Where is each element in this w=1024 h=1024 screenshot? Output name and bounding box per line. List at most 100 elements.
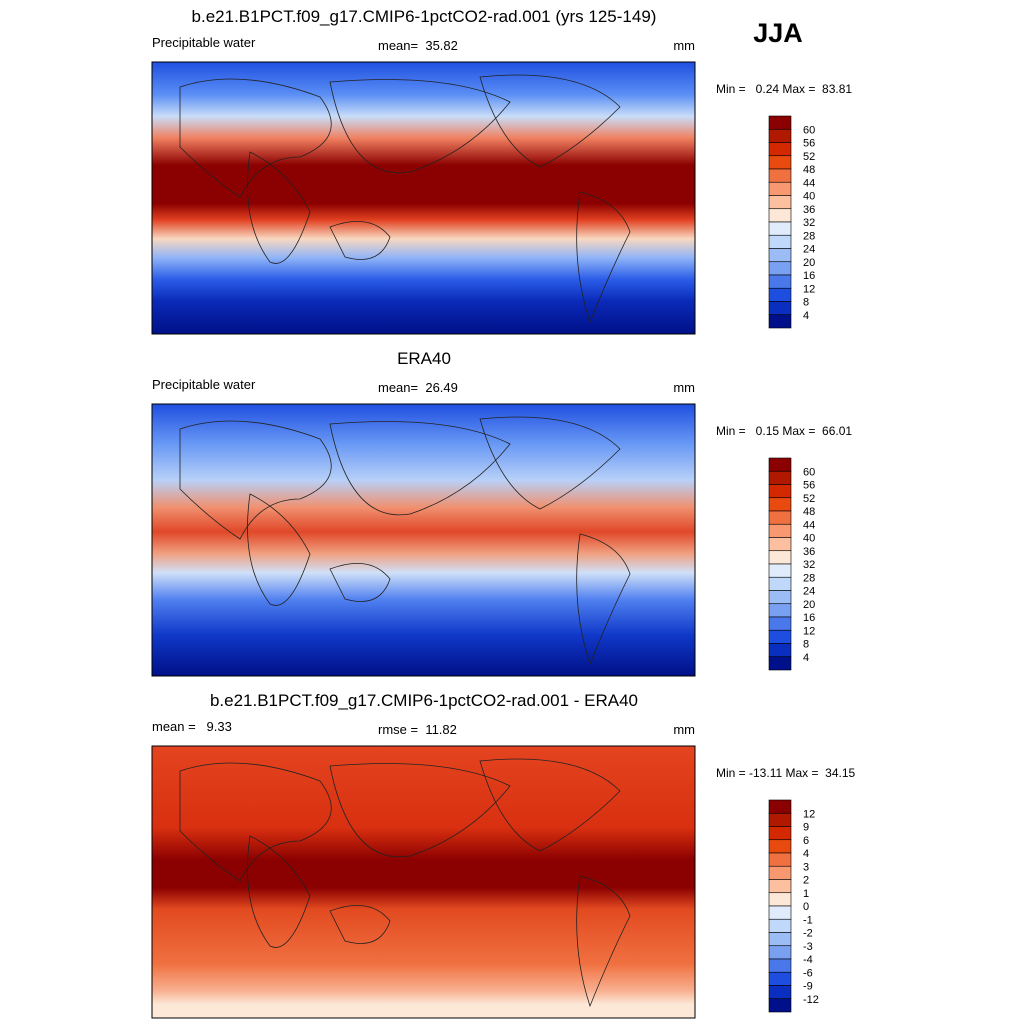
panel-stats: Min = 0.15 Max = 66.01 bbox=[716, 424, 852, 438]
colorbar-box bbox=[768, 958, 792, 973]
colorbar-box bbox=[768, 865, 792, 880]
colorbar-label: 24 bbox=[803, 244, 815, 256]
colorbar-label: 32 bbox=[803, 559, 815, 571]
coastline bbox=[179, 420, 332, 540]
colorbar-label: 4 bbox=[803, 848, 809, 860]
colorbar-label: 56 bbox=[803, 138, 815, 150]
colorbar-label: 4 bbox=[803, 310, 809, 322]
colorbar-label: 8 bbox=[803, 639, 809, 651]
colorbar-box bbox=[768, 261, 792, 276]
map-field bbox=[151, 61, 696, 335]
coastline bbox=[576, 191, 631, 324]
colorbar-box bbox=[768, 497, 792, 512]
panel-title: b.e21.B1PCT.f09_g17.CMIP6-1pctCO2-rad.00… bbox=[192, 7, 657, 26]
coastline bbox=[329, 563, 391, 602]
coastline bbox=[576, 875, 631, 1008]
colorbar-box bbox=[768, 274, 792, 289]
colorbar-box bbox=[768, 155, 792, 170]
colorbar-label: -1 bbox=[803, 914, 813, 926]
panel-center-label: rmse = 11.82 bbox=[378, 722, 457, 737]
colorbar-label: -12 bbox=[803, 994, 819, 1006]
panel-left-label: mean = 9.33 bbox=[152, 719, 232, 734]
colorbar-label: 20 bbox=[803, 257, 815, 269]
map-field bbox=[151, 403, 696, 677]
colorbar-label: 44 bbox=[803, 177, 815, 189]
colorbar-box bbox=[768, 971, 792, 986]
coastline bbox=[479, 74, 621, 168]
colorbar-label: 56 bbox=[803, 480, 815, 492]
colorbar-box bbox=[768, 181, 792, 196]
panel-center-label: mean= 26.49 bbox=[378, 380, 458, 395]
panel-stats: Min = -13.11 Max = 34.15 bbox=[716, 766, 856, 780]
colorbar-box bbox=[768, 643, 792, 658]
colorbar-label: -2 bbox=[803, 928, 813, 940]
colorbar-label: -3 bbox=[803, 941, 813, 953]
panel-title: ERA40 bbox=[397, 349, 451, 368]
colorbar-box bbox=[768, 234, 792, 249]
colorbar-box bbox=[768, 932, 792, 947]
colorbar-label: 28 bbox=[803, 572, 815, 584]
colorbar-label: 24 bbox=[803, 586, 815, 598]
colorbar-box bbox=[768, 287, 792, 302]
colorbar-box bbox=[768, 799, 792, 814]
colorbar-box bbox=[768, 550, 792, 565]
colorbar-label: 2 bbox=[803, 875, 809, 887]
colorbar-box bbox=[768, 142, 792, 157]
colorbar-box bbox=[768, 985, 792, 1000]
coastline bbox=[479, 416, 621, 510]
panel-units: mm bbox=[673, 722, 695, 737]
colorbar-label: 36 bbox=[803, 204, 815, 216]
colorbar-label: 4 bbox=[803, 652, 809, 664]
panel-units: mm bbox=[673, 38, 695, 53]
colorbar-label: 40 bbox=[803, 533, 815, 545]
colorbar-label: 52 bbox=[803, 493, 815, 505]
coastline bbox=[329, 763, 511, 858]
colorbar-box bbox=[768, 998, 792, 1013]
colorbar-box bbox=[768, 537, 792, 552]
colorbar-box bbox=[768, 115, 792, 130]
coastline bbox=[247, 835, 311, 948]
panel-left-label: Precipitable water bbox=[152, 377, 256, 392]
colorbar-box bbox=[768, 168, 792, 183]
panel-units: mm bbox=[673, 380, 695, 395]
colorbar-label: 3 bbox=[803, 861, 809, 873]
colorbar-label: 44 bbox=[803, 519, 815, 531]
panel-title: b.e21.B1PCT.f09_g17.CMIP6-1pctCO2-rad.00… bbox=[210, 691, 638, 710]
colorbar-box bbox=[768, 616, 792, 631]
panel-left-label: Precipitable water bbox=[152, 35, 256, 50]
coastline bbox=[329, 905, 391, 944]
colorbar-label: 0 bbox=[803, 901, 809, 913]
colorbar-box bbox=[768, 918, 792, 933]
coastline bbox=[576, 533, 631, 666]
coastline bbox=[329, 79, 511, 174]
colorbar-label: 12 bbox=[803, 625, 815, 637]
colorbar-label: 60 bbox=[803, 124, 815, 136]
colorbar-label: 60 bbox=[803, 466, 815, 478]
colorbar-label: 16 bbox=[803, 612, 815, 624]
colorbar-box bbox=[768, 301, 792, 316]
colorbar-label: 12 bbox=[803, 808, 815, 820]
coastline bbox=[247, 493, 311, 606]
colorbar-box bbox=[768, 826, 792, 841]
colorbar-box bbox=[768, 879, 792, 894]
colorbar-box bbox=[768, 945, 792, 960]
colorbar-box bbox=[768, 852, 792, 867]
colorbar-box bbox=[768, 523, 792, 538]
colorbar-label: 48 bbox=[803, 164, 815, 176]
colorbar-box bbox=[768, 656, 792, 671]
colorbar-label: -9 bbox=[803, 981, 813, 993]
colorbar-box bbox=[768, 510, 792, 525]
colorbar-box bbox=[768, 221, 792, 236]
colorbar-label: 48 bbox=[803, 506, 815, 518]
colorbar-label: 40 bbox=[803, 191, 815, 203]
colorbar-box bbox=[768, 905, 792, 920]
colorbar-box bbox=[768, 314, 792, 329]
colorbar-label: -4 bbox=[803, 954, 813, 966]
colorbar-label: 6 bbox=[803, 835, 809, 847]
map-field bbox=[151, 745, 696, 1019]
colorbar-box bbox=[768, 603, 792, 618]
coastline bbox=[247, 151, 311, 264]
coastline bbox=[179, 762, 332, 882]
colorbar-box bbox=[768, 576, 792, 591]
